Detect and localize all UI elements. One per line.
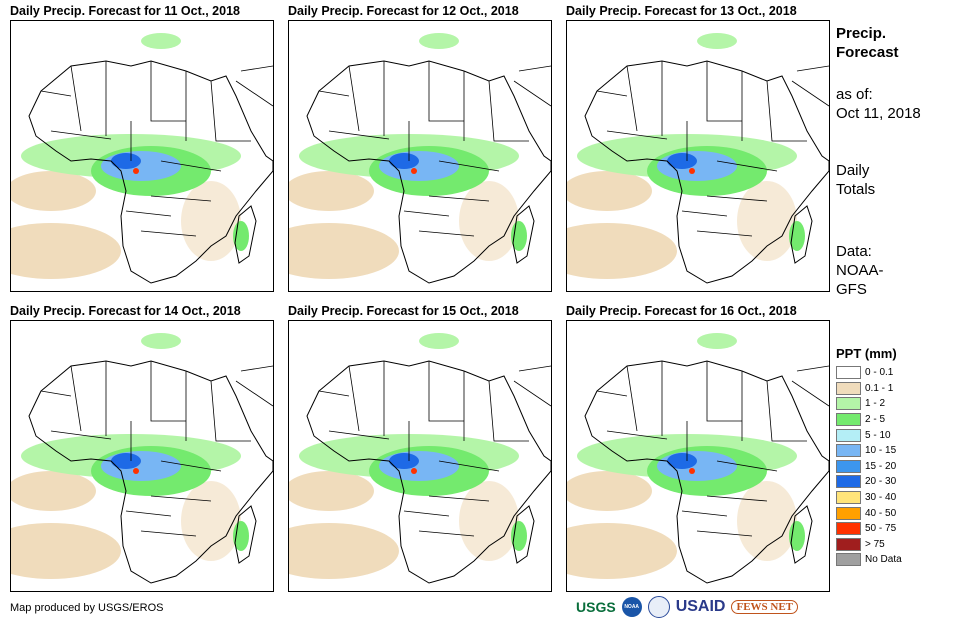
side-title: Precip. Forecast (836, 24, 899, 62)
forecast-map-4 (10, 320, 274, 592)
fews-net-logo: FEWS NET (731, 600, 799, 614)
totals-label: Totals (836, 181, 876, 198)
legend-label: 30 - 40 (865, 492, 897, 504)
title-line-1: Precip. (836, 25, 887, 42)
legend-swatch (836, 491, 861, 505)
usgs-logo: USGS (576, 599, 616, 615)
panel-title-1: Daily Precip. Forecast for 11 Oct., 2018 (10, 4, 240, 18)
forecast-map-6 (566, 320, 830, 592)
legend-label: 40 - 50 (865, 507, 897, 519)
legend-swatch (836, 506, 861, 520)
data-label: Data: (836, 243, 872, 260)
legend-label: 15 - 20 (865, 460, 897, 472)
legend-swatch (836, 397, 861, 411)
legend-label: > 75 (865, 538, 885, 550)
legend-swatch (836, 381, 861, 395)
legend-item: 15 - 20 (836, 459, 902, 475)
legend-swatch (836, 366, 861, 380)
legend-label: No Data (865, 554, 902, 566)
panel-title-6: Daily Precip. Forecast for 16 Oct., 2018 (566, 304, 797, 318)
panel-title-4: Daily Precip. Forecast for 14 Oct., 2018 (10, 304, 241, 318)
forecast-map-1 (10, 20, 274, 292)
legend-swatch (836, 428, 861, 442)
legend-item: No Data (836, 552, 902, 568)
credit: Map produced by USGS/EROS (10, 602, 164, 614)
daily-totals: Daily Totals (836, 161, 875, 199)
legend-swatch (836, 459, 861, 473)
legend: PPT (mm) 0 - 0.1 0.1 - 1 1 - 2 2 - 5 5 - 10 1… (836, 346, 902, 568)
legend-swatch (836, 475, 861, 489)
legend-title: PPT (mm) (836, 346, 897, 361)
legend-label: 0.1 - 1 (865, 382, 894, 394)
panel-title-3: Daily Precip. Forecast for 13 Oct., 2018 (566, 4, 797, 18)
legend-item: 5 - 10 (836, 427, 902, 443)
legend-item: 0 - 0.1 (836, 365, 902, 381)
forecast-map-5 (288, 320, 552, 592)
legend-label: 10 - 15 (865, 445, 897, 457)
title-line-2: Forecast (836, 44, 899, 61)
usaid-logo: USAID (675, 598, 726, 615)
daily-label: Daily (836, 162, 870, 179)
source-line-1: NOAA- (836, 262, 884, 279)
data-source: Data: NOAA- GFS (836, 242, 884, 299)
source-line-2: GFS (836, 281, 867, 298)
legend-item: 2 - 5 (836, 412, 902, 428)
panel-title-5: Daily Precip. Forecast for 15 Oct., 2018 (288, 304, 519, 318)
legend-item: > 75 (836, 537, 902, 553)
legend-label: 0 - 0.1 (865, 367, 894, 379)
legend-item: 20 - 30 (836, 474, 902, 490)
as-of-date: Oct 11, 2018 (836, 105, 921, 122)
legend-swatch (836, 537, 861, 551)
legend-item: 30 - 40 (836, 490, 902, 506)
legend-label: 5 - 10 (865, 429, 891, 441)
legend-swatch (836, 413, 861, 427)
legend-item: 50 - 75 (836, 521, 902, 537)
legend-label: 2 - 5 (865, 414, 886, 426)
noaa-logo: NOAA (621, 597, 642, 617)
logos: USGS NOAA USAID FEWS NET (576, 596, 799, 618)
legend-swatch (836, 522, 861, 536)
legend-item: 40 - 50 (836, 505, 902, 521)
forecast-map-2 (288, 20, 552, 292)
legend-swatch (836, 553, 861, 567)
as-of-label: as of: (836, 86, 873, 103)
legend-item: 1 - 2 (836, 396, 902, 412)
panel-title-2: Daily Precip. Forecast for 12 Oct., 2018 (288, 4, 519, 18)
legend-label: 1 - 2 (865, 398, 886, 410)
as-of: as of: Oct 11, 2018 (836, 85, 921, 123)
legend-swatch (836, 444, 861, 458)
forecast-map-3 (566, 20, 830, 292)
legend-item: 0.1 - 1 (836, 381, 902, 397)
legend-item: 10 - 15 (836, 443, 902, 459)
legend-label: 20 - 30 (865, 476, 897, 488)
legend-label: 50 - 75 (865, 523, 897, 535)
